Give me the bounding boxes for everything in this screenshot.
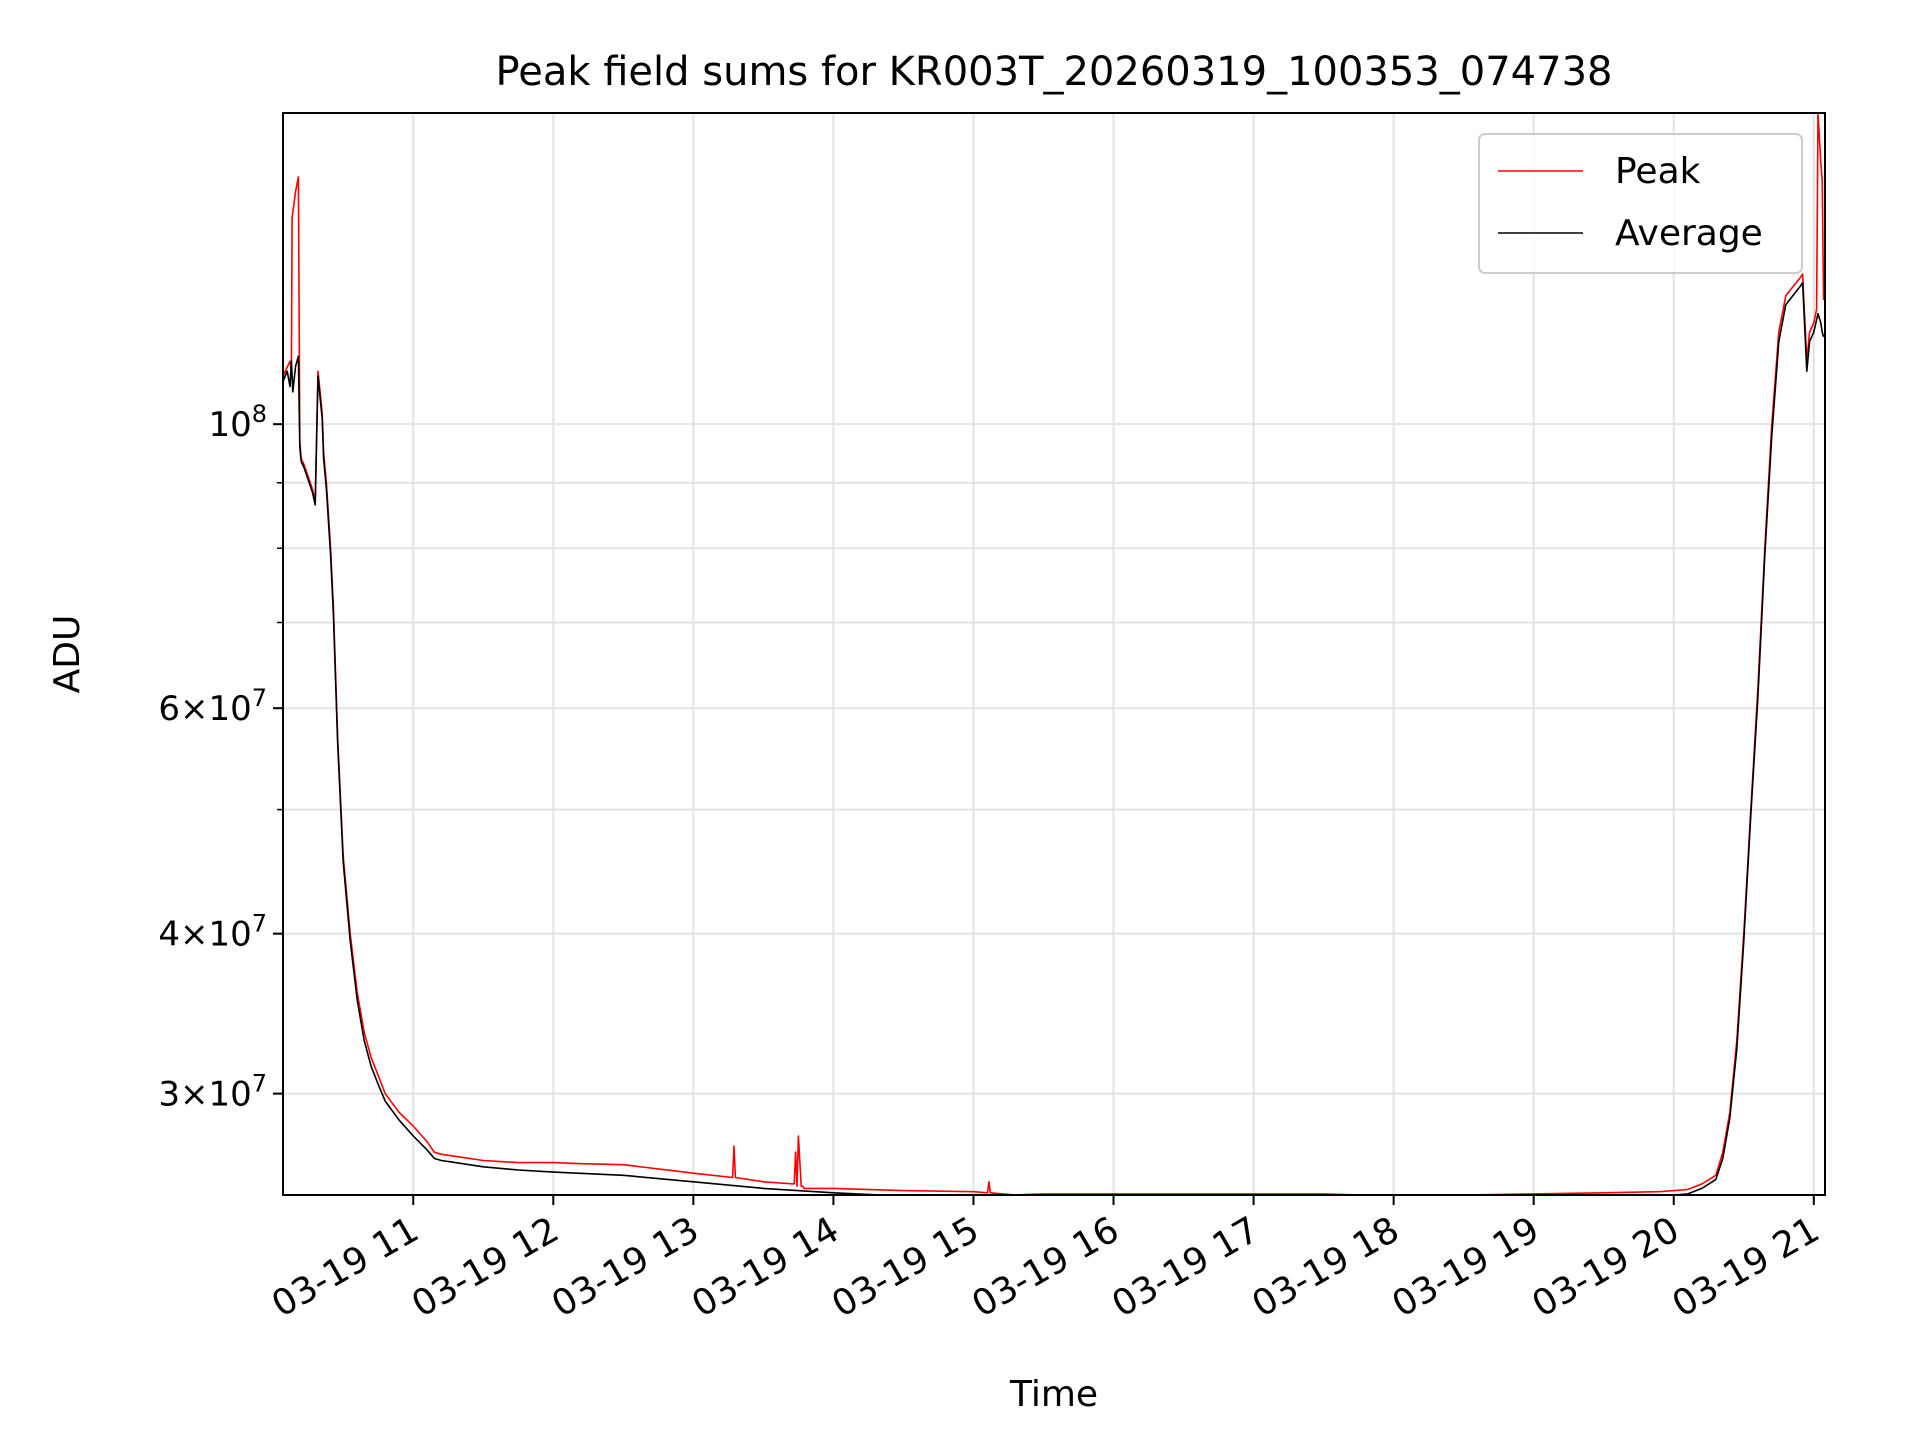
legend-label-peak: Peak	[1615, 151, 1701, 192]
grid	[283, 113, 1825, 1195]
legend-label-average: Average	[1615, 213, 1763, 254]
y-tick-label: 4×107	[158, 910, 267, 955]
legend: Peak Average	[1478, 133, 1803, 274]
series-line-average	[283, 281, 1825, 1195]
plot-area	[283, 113, 1825, 1195]
x-tick-label: 03-19 13	[545, 1209, 706, 1325]
x-axis-label: Time	[1009, 1374, 1098, 1415]
x-tick-label: 03-19 17	[1105, 1209, 1266, 1325]
series-line-peak	[283, 113, 1825, 1195]
legend-box	[1478, 133, 1803, 274]
x-tick-label: 03-19 20	[1526, 1209, 1687, 1325]
chart-title: Peak field sums for KR003T_20260319_1003…	[496, 49, 1613, 95]
plot-frame	[282, 112, 1826, 1196]
x-tick-label: 03-19 21	[1666, 1209, 1827, 1325]
y-axis-label: ADU	[47, 615, 88, 694]
x-tick-label: 03-19 19	[1386, 1209, 1547, 1325]
y-tick-label: 6×107	[158, 684, 267, 729]
x-tick-label: 03-19 18	[1245, 1209, 1406, 1325]
x-tick-label: 03-19 16	[965, 1209, 1126, 1325]
y-axis: 3×107 4×107 6×107 108	[158, 400, 283, 1115]
x-tick-label: 03-19 12	[405, 1209, 566, 1325]
x-tick-label: 03-19 11	[265, 1209, 426, 1325]
y-tick-label: 108	[208, 400, 267, 445]
x-tick-label: 03-19 15	[825, 1209, 986, 1325]
x-tick-label: 03-19 14	[685, 1209, 846, 1325]
y-tick-label: 3×107	[158, 1070, 267, 1115]
